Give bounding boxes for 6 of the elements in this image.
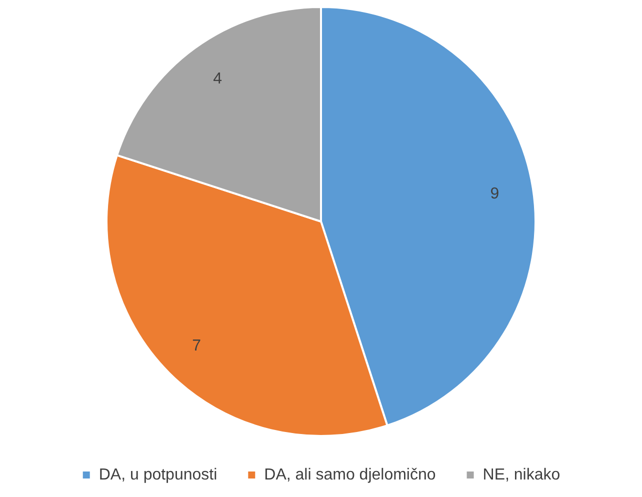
legend-label: DA, u potpunosti: [98, 466, 218, 484]
data-label: 9: [490, 185, 500, 202]
legend-label: NE, nikako: [482, 466, 560, 484]
data-label: 4: [213, 70, 222, 88]
data-label: 7: [192, 337, 202, 354]
legend-label: DA, ali samo djelomično: [264, 466, 436, 484]
